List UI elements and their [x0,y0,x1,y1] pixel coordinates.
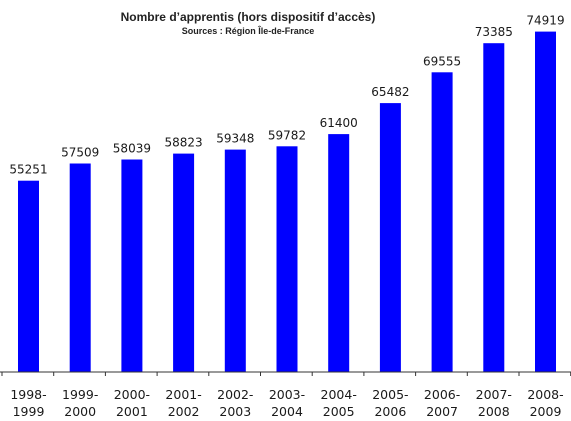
x-tick-label: 2004- [321,387,357,402]
x-tick-label: 2009 [530,404,562,419]
value-label: 59782 [268,128,306,142]
value-label: 73385 [475,25,513,39]
x-tick-label: 2004 [271,404,303,419]
x-tick-label: 2000 [64,404,96,419]
value-label: 58823 [165,136,203,150]
value-label: 74919 [526,14,564,28]
bar-2003-2004 [276,146,298,372]
x-tick-label: 2003- [269,387,305,402]
x-tick-label: 2000- [114,387,150,402]
x-tick-label: 2007- [476,387,512,402]
bar-2000-2001 [121,159,143,372]
bar-2002-2003 [224,149,246,372]
x-tick-label: 2005 [323,404,355,419]
bar-1999-2000 [69,163,91,372]
value-labels-group: 55251 57509 58039 58823 59348 59782 61400 65482… [9,14,564,177]
value-label: 61400 [320,116,358,130]
value-label: 55251 [9,163,47,177]
x-tick-label: 2006 [374,404,406,419]
x-tick-label: 2008- [527,387,563,402]
x-tick-label: 2002- [217,387,253,402]
bar-2008-2009 [535,31,556,372]
value-label: 65482 [371,85,409,99]
x-tick-labels: 1998- 1999 1999- 2000 2000- 2001 2001- 2002 2002… [10,387,563,419]
value-label: 59348 [216,132,254,146]
chart-title: Nombre d’apprentis (hors dispositif d’ac… [121,10,376,24]
x-tick-label: 2001 [116,404,148,419]
bar-2006-2007 [431,72,453,373]
x-tick-label: 2007 [426,404,458,419]
x-tick-label: 1999- [62,387,98,402]
x-tick-label: 2001- [165,387,201,402]
x-tick-label: 1999 [13,404,45,419]
value-label: 69555 [423,54,461,68]
x-tick-label: 2005- [372,387,408,402]
x-tick-label: 2006- [424,387,460,402]
value-label: 58039 [113,142,151,156]
bar-2005-2006 [379,103,401,372]
bar-1998-1999 [18,180,39,372]
x-tick-marks [1,372,571,376]
bar-2004-2005 [328,134,350,372]
x-tick-label: 1998- [10,387,46,402]
bars-group [18,31,556,373]
x-tick-label: 2008 [478,404,510,419]
bar-2007-2008 [483,43,505,372]
x-tick-label: 2002 [168,404,200,419]
chart-subtitle: Sources : Région Île-de-France [182,25,315,36]
bar-2001-2002 [173,153,195,372]
value-label: 57509 [61,146,99,160]
x-tick-label: 2003 [219,404,251,419]
